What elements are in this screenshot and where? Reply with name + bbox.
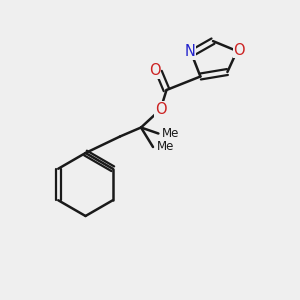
- Text: Me: Me: [162, 127, 179, 140]
- Text: N: N: [184, 44, 195, 59]
- Text: O: O: [149, 63, 160, 78]
- Text: O: O: [155, 102, 166, 117]
- Text: O: O: [234, 43, 245, 58]
- Text: Me: Me: [157, 140, 174, 154]
